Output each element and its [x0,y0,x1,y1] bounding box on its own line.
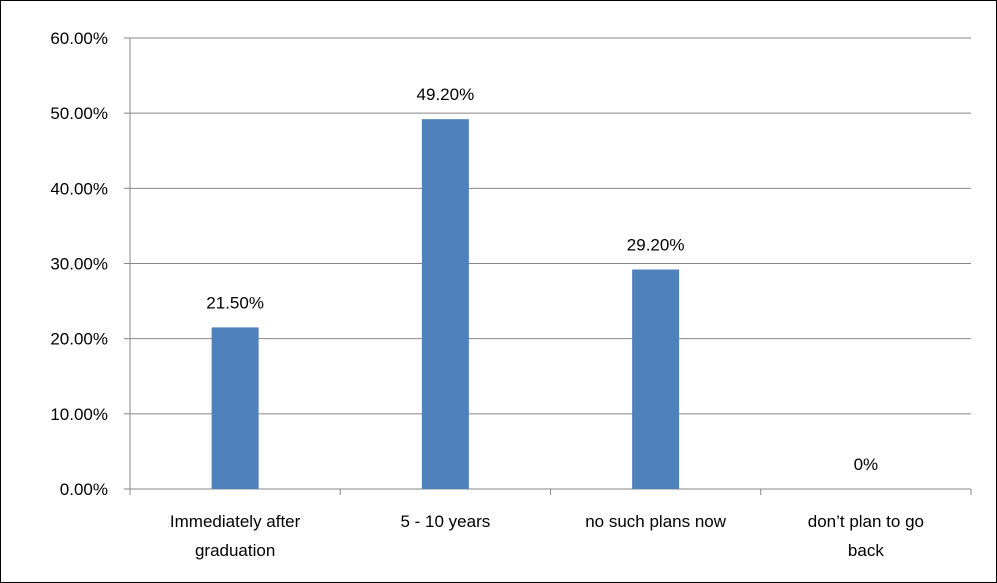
y-tick-label: 30.00% [50,255,108,274]
x-category-label: Immediately after [170,512,301,531]
data-label: 21.50% [206,293,264,312]
x-category-label: 5 - 10 years [400,512,490,531]
x-category-label: no such plans now [585,512,727,531]
gridlines [130,37,971,415]
axes [124,37,972,495]
bar [632,269,680,489]
y-tick-label: 10.00% [50,405,108,424]
bar [421,119,469,490]
data-label: 29.20% [627,236,685,255]
data-label: 49.20% [417,85,475,104]
y-tick-label: 40.00% [50,179,108,198]
y-tick-label: 20.00% [50,330,108,349]
x-category-label: graduation [195,541,275,560]
y-tick-label: 0.00% [60,480,108,499]
labels: 0.00% 10.00% 20.00% 30.00% 40.00% 50.00% 60.00… [50,29,924,560]
x-category-label: back [848,541,884,560]
data-label: 0% [854,455,879,474]
bar [211,327,259,489]
x-category-label: don’t plan to go [808,512,924,531]
y-tick-label: 60.00% [50,29,108,48]
y-tick-label: 50.00% [50,104,108,123]
bars [211,119,680,490]
